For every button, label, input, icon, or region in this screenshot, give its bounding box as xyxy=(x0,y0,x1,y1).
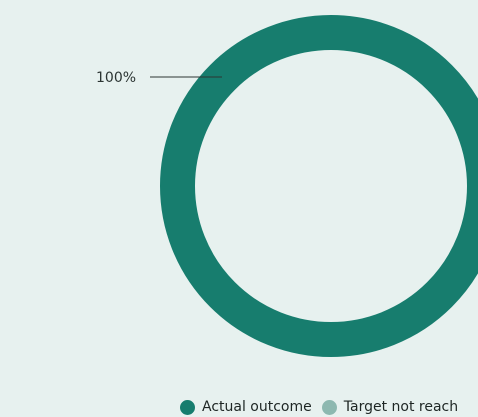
legend-label-actual-outcome: Actual outcome xyxy=(202,399,312,415)
legend-swatch-target-not-reached xyxy=(321,399,337,415)
legend-item-target-not-reached[interactable]: Target not reach xyxy=(321,399,459,415)
legend-swatch-actual-outcome xyxy=(180,399,195,415)
legend-item-actual-outcome[interactable]: Actual outcome xyxy=(180,399,312,415)
legend-label-target-not-reached: Target not reach xyxy=(343,399,459,415)
donut-slice-actual-outcome[interactable] xyxy=(160,15,478,357)
slice-value-label-actual-outcome: 100% xyxy=(96,70,136,86)
chart-legend: Actual outcome Target not reach xyxy=(180,399,468,415)
